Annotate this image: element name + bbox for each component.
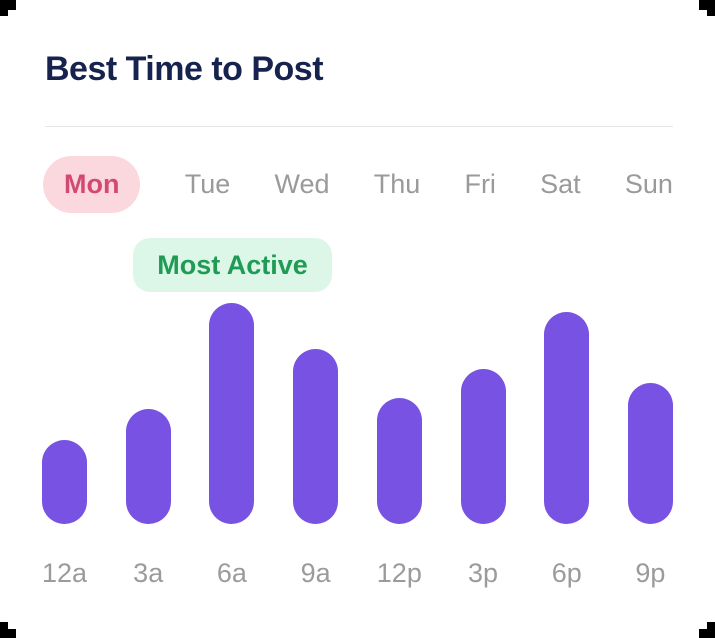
divider xyxy=(45,126,673,127)
day-tab-thu[interactable]: Thu xyxy=(373,169,421,199)
crop-mark-top-right-icon xyxy=(699,0,715,16)
x-tick-12p: 12p xyxy=(376,558,422,588)
bar-9a xyxy=(293,303,339,524)
bar-3a xyxy=(125,303,171,524)
x-tick-6a: 6a xyxy=(216,558,247,588)
bar-9p xyxy=(627,303,673,524)
page-title: Best Time to Post xyxy=(45,50,324,88)
x-tick-3a: 3a xyxy=(133,558,164,588)
bar-6p xyxy=(544,303,590,524)
x-tick-3p: 3p xyxy=(467,558,499,588)
labels-row: 12a 3a 6a 9a 12p 3p 6p 9p xyxy=(42,558,673,588)
x-tick-12a: 12a xyxy=(41,558,88,588)
bars-row xyxy=(42,303,673,524)
bar-6a xyxy=(209,303,255,524)
day-tab-fri[interactable]: Fri xyxy=(464,169,496,199)
bar-12p xyxy=(376,303,422,524)
most-active-badge: Most Active xyxy=(133,238,332,292)
crop-mark-top-left-icon xyxy=(0,0,16,16)
day-tab-tue[interactable]: Tue xyxy=(184,169,231,199)
x-tick-9p: 9p xyxy=(635,558,666,588)
x-tick-6p: 6p xyxy=(551,558,582,588)
crop-mark-bottom-right-icon xyxy=(699,622,715,638)
x-tick-9a: 9a xyxy=(300,558,331,588)
bar-3p xyxy=(460,303,506,524)
day-tab-wed[interactable]: Wed xyxy=(274,169,330,199)
crop-mark-bottom-left-icon xyxy=(0,622,16,638)
day-tabs: Mon Tue Wed Thu Fri Sat Sun xyxy=(43,156,673,213)
day-tab-sun[interactable]: Sun xyxy=(624,169,673,199)
day-tab-mon[interactable]: Mon xyxy=(43,156,141,213)
day-tab-sat[interactable]: Sat xyxy=(540,169,581,199)
bar-12a xyxy=(42,303,87,524)
